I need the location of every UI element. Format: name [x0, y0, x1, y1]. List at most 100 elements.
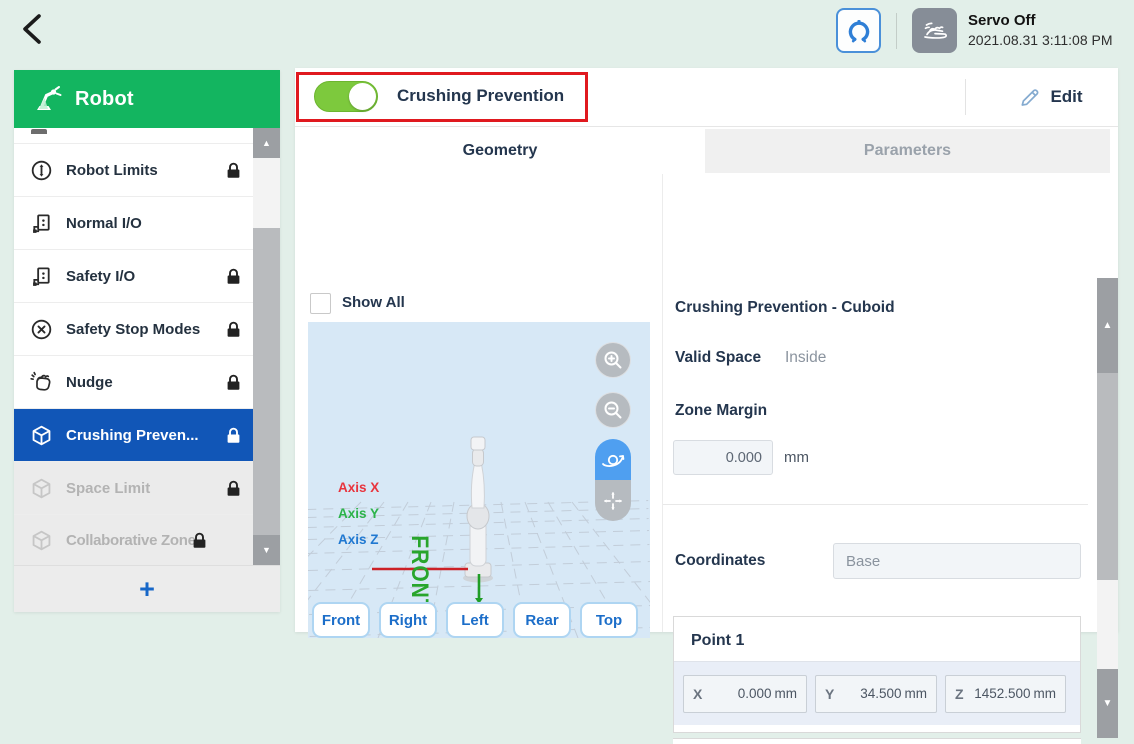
point-x-label: X: [693, 685, 703, 702]
axis-x-label: Axis X: [338, 480, 380, 495]
zone-margin-unit: mm: [784, 449, 809, 466]
pan-icon: [604, 491, 622, 510]
gripper-icon: [848, 19, 869, 42]
lock-icon: [192, 532, 207, 549]
gripper-button[interactable]: [836, 8, 881, 53]
sidebar-item-robot-limits[interactable]: Robot Limits: [14, 144, 253, 197]
coordinates-select[interactable]: [833, 543, 1081, 579]
sidebar-item-nudge[interactable]: Nudge: [14, 356, 253, 409]
sidebar-scrollbar[interactable]: ▲ ▼: [253, 128, 280, 565]
valid-space-value: Inside: [785, 349, 827, 366]
safety-stop-icon: [28, 318, 54, 341]
back-button[interactable]: [14, 10, 50, 50]
edit-button[interactable]: Edit: [983, 76, 1118, 118]
tab-parameters[interactable]: Parameters: [705, 129, 1110, 173]
sidebar-item-label: Safety Stop Modes: [66, 320, 201, 338]
coordinates-label: Coordinates: [675, 552, 766, 569]
point-x-field[interactable]: X 0.000 mm: [683, 674, 807, 713]
sidebar-item-label: Collaborative Zone: [66, 531, 196, 549]
timestamp-text: 2021.08.31 3:11:08 PM: [968, 32, 1113, 49]
axis-z-label: Axis Z: [338, 532, 379, 547]
plus-icon: +: [139, 573, 155, 604]
view-left-button[interactable]: Left: [446, 602, 504, 638]
sidebar-item-label: Nudge: [66, 373, 113, 391]
sidebar-item-safety-io[interactable]: Safety I/O: [14, 250, 253, 303]
cube-icon: [28, 424, 54, 447]
toggle-label: Crushing Prevention: [397, 86, 565, 105]
sidebar-item-crushing-prevention[interactable]: Crushing Preven...: [14, 409, 253, 462]
lock-icon: [226, 162, 241, 179]
sidebar-item-collaborative-zone[interactable]: Collaborative Zone: [14, 515, 253, 565]
sidebar-item-label: Safety I/O: [66, 267, 136, 285]
scrollbar-thumb[interactable]: [1097, 373, 1118, 580]
point-title: Point 1: [691, 632, 745, 649]
chevron-left-icon: [23, 13, 41, 44]
sidebar-item-normal-io[interactable]: Normal I/O: [14, 197, 253, 250]
topbar-divider: [896, 12, 897, 49]
lock-icon: [226, 321, 241, 338]
robot-model: [463, 436, 493, 583]
axis-y-label: Axis Y: [338, 506, 380, 521]
servo-status-text: Servo Off: [968, 11, 1036, 29]
view-front-button[interactable]: Front: [312, 602, 370, 638]
scroll-down-button[interactable]: ▼: [1097, 669, 1118, 738]
point-z-label: Z: [955, 685, 964, 702]
scrollbar-thumb[interactable]: [253, 228, 280, 535]
zoom-in-icon: [604, 351, 622, 369]
sidebar-item-safety-stop-modes[interactable]: Safety Stop Modes: [14, 303, 253, 356]
tab-geometry[interactable]: Geometry: [295, 127, 705, 175]
scroll-up-button[interactable]: ▲: [253, 128, 280, 158]
point-y-field[interactable]: Y 34.500 mm: [815, 674, 937, 713]
scroll-down-button[interactable]: ▼: [253, 535, 280, 565]
sidebar-item-label: Crushing Preven...: [66, 426, 199, 444]
point-y-value: 34.500: [860, 686, 902, 701]
toggle-knob: [349, 83, 376, 110]
point-coordinates-row: X 0.000 mm Y 34.500 mm Z 1452.500 mm: [674, 661, 1080, 725]
sidebar-item-label: Robot Limits: [66, 161, 158, 179]
sidebar-item-label: Space Limit: [66, 479, 151, 497]
parameters-scrollbar[interactable]: ▲ ▼: [1097, 278, 1118, 738]
header-divider: [965, 79, 966, 115]
rotate-icon: [602, 454, 625, 467]
tab-row: Geometry Parameters: [295, 126, 1118, 175]
add-zone-button[interactable]: +: [14, 565, 280, 612]
point-x-value: 0.000: [737, 686, 772, 701]
zone-margin-input[interactable]: [673, 440, 773, 475]
view-top-button[interactable]: Top: [580, 602, 638, 638]
pan-mode-button[interactable]: [595, 480, 631, 521]
next-point-card-partial: [673, 738, 1081, 744]
robot-limits-icon: [28, 159, 54, 182]
cube-icon: [28, 529, 54, 552]
servo-status-block: Servo Off 2021.08.31 3:11:08 PM: [968, 11, 1113, 50]
rotate-mode-button[interactable]: [595, 439, 631, 480]
view-buttons: Front Right Left Rear Top: [312, 602, 638, 638]
column-divider: [662, 174, 663, 632]
view-right-button[interactable]: Right: [379, 602, 437, 638]
show-all-checkbox[interactable]: [310, 293, 331, 314]
sidebar-item-space-limit[interactable]: Space Limit: [14, 462, 253, 515]
base-axes: [372, 567, 483, 604]
sidebar-title: Robot: [75, 87, 134, 110]
nudge-icon: [28, 370, 54, 394]
crushing-prevention-toggle[interactable]: [314, 81, 378, 112]
point-z-field[interactable]: Z 1452.500 mm: [945, 674, 1066, 713]
zoom-out-button[interactable]: [595, 392, 631, 428]
sidebar-item-partial: [14, 128, 253, 144]
sidebar-header: Robot: [14, 70, 280, 128]
zoom-in-button[interactable]: [595, 342, 631, 378]
io-icon: [28, 265, 54, 288]
io-icon: [28, 212, 54, 235]
robot-arm-icon: [37, 86, 62, 110]
swipe-hand-icon: [923, 22, 947, 39]
content-area: Show All: [295, 174, 1118, 744]
viewer-mode-control: [595, 439, 631, 521]
lock-icon: [226, 374, 241, 391]
scroll-up-button[interactable]: ▲: [1097, 278, 1118, 373]
valid-space-label: Valid Space: [675, 349, 762, 366]
main-panel: Crushing Prevention Edit Geometry Parame…: [295, 68, 1118, 744]
view-rear-button[interactable]: Rear: [513, 602, 571, 638]
point-card: Point 1 X 0.000 mm Y 34.500 mm Z 1452.50: [673, 616, 1081, 733]
3d-viewport[interactable]: Axis X Axis Y Axis Z FRONT: [308, 322, 650, 638]
point-y-label: Y: [825, 685, 835, 702]
hand-guide-button[interactable]: [912, 8, 957, 53]
